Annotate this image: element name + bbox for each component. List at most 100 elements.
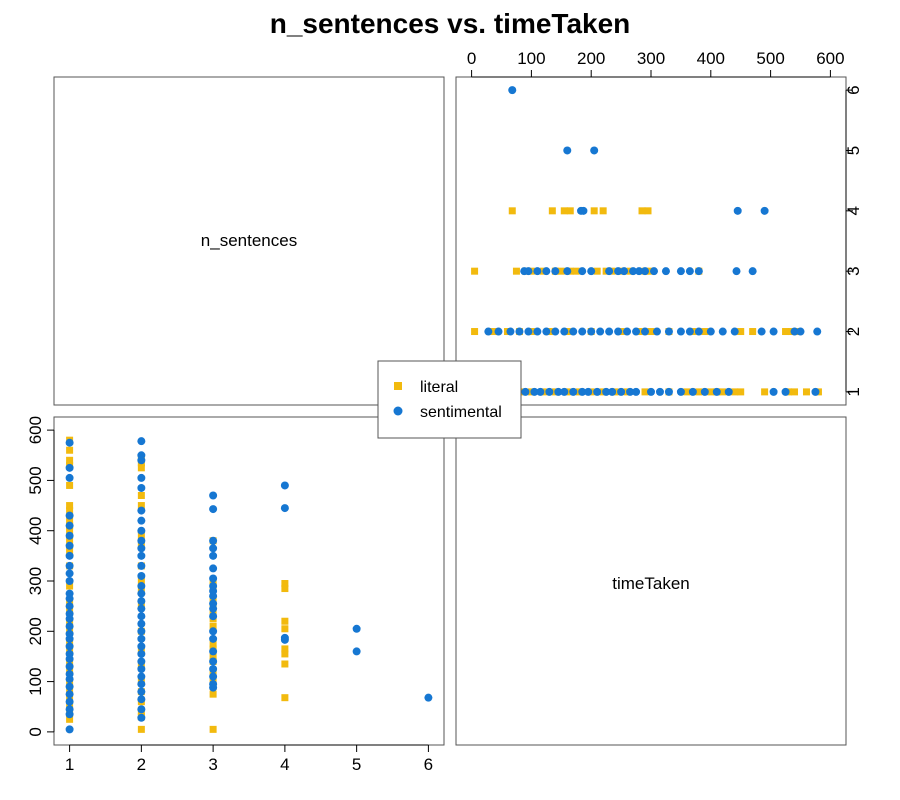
axis-left-tick-label: 100 [26,667,45,695]
data-point-sentimental [209,582,218,591]
diagonal-label-n-sentences: n_sentences [201,231,297,250]
panel-diagonal-n-sentences [53,76,445,406]
axis-left-tick-label: 600 [26,416,45,444]
points-upper-panel [470,86,822,396]
data-point-sentimental [137,642,146,651]
data-point-sentimental [536,387,545,396]
data-point-sentimental [209,634,218,643]
data-point-literal [641,388,649,396]
data-point-literal [137,725,145,733]
data-point-literal [590,207,598,215]
data-point-literal [137,532,145,540]
data-point-sentimental [65,705,74,714]
data-point-sentimental [494,327,503,336]
data-point-sentimental [65,438,74,447]
data-point-sentimental [605,327,614,336]
data-point-sentimental [560,387,569,396]
data-point-sentimental [676,267,685,276]
data-point-literal [137,492,145,500]
data-point-sentimental [578,327,587,336]
data-point-sentimental [563,267,572,276]
data-point-literal [281,585,289,593]
data-point-sentimental [137,695,146,704]
data-point-sentimental [137,672,146,681]
panel-diagonal-time-taken [455,416,847,746]
data-point-literal [66,481,74,489]
data-point-sentimental [551,267,560,276]
data-point-sentimental [65,682,74,691]
data-point-sentimental [65,609,74,618]
axis-right-tick-label: 6 [844,85,863,94]
data-point-literal [209,622,217,630]
data-point-literal [281,645,289,653]
data-point-sentimental [65,541,74,550]
axis-top-tick-label: 0 [467,49,476,68]
data-point-sentimental [65,551,74,560]
data-point-literal [560,207,568,215]
axis-left-tick-label: 500 [26,466,45,494]
data-point-sentimental [137,705,146,714]
data-point-sentimental [641,327,650,336]
data-point-sentimental [664,327,673,336]
data-point-sentimental [614,327,623,336]
data-point-literal [749,328,757,336]
data-point-sentimental [137,604,146,613]
data-point-sentimental [676,387,685,396]
data-point-sentimental [569,327,578,336]
data-point-sentimental [584,387,593,396]
data-point-sentimental [578,387,587,396]
axis-bottom-tick-label: 2 [137,755,146,774]
data-point-sentimental [65,662,74,671]
legend-box [377,360,522,439]
data-point-literal [209,640,217,648]
data-point-sentimental [65,725,74,734]
data-point-sentimental [661,267,670,276]
data-point-literal [638,207,646,215]
data-point-literal [548,207,556,215]
axis-left-tick-label: 200 [26,617,45,645]
legend-label-sentimental: sentimental [420,404,502,421]
data-point-literal [695,388,703,396]
data-point-sentimental [137,526,146,535]
data-point-sentimental [65,670,74,679]
data-point-sentimental [563,146,572,155]
data-point-sentimental [524,327,533,336]
data-point-literal [209,652,217,660]
data-point-sentimental [137,649,146,658]
data-point-sentimental [623,327,632,336]
data-point-literal [644,207,652,215]
data-point-literal [566,207,574,215]
data-point-sentimental [593,387,602,396]
data-point-sentimental [137,657,146,666]
data-point-sentimental [352,647,361,656]
data-point-sentimental [718,327,727,336]
data-point-sentimental [65,511,74,520]
data-point-literal [701,328,709,336]
data-point-sentimental [137,597,146,606]
data-point-sentimental [65,697,74,706]
data-point-sentimental [137,451,146,460]
data-point-literal [281,617,289,625]
data-point-sentimental [796,327,805,336]
data-point-sentimental [533,267,542,276]
data-point-literal [802,388,810,396]
data-point-sentimental [137,665,146,674]
data-point-literal [66,446,74,454]
data-point-sentimental [551,327,560,336]
data-point-sentimental [137,506,146,515]
data-point-sentimental [769,327,778,336]
data-point-sentimental [209,599,218,608]
legend: literal sentimental [377,360,522,439]
points-lower-panel [65,436,433,734]
axis-bottom-tick-label: 1 [65,755,74,774]
axis-right-tick-label: 5 [844,146,863,155]
axis-right-tick-label: 3 [844,266,863,275]
data-point-sentimental [620,267,629,276]
data-point-literal [66,537,74,545]
data-point-sentimental [137,680,146,689]
axis-right-tick-label: 4 [844,206,863,215]
data-point-literal [281,580,289,588]
data-point-sentimental [65,602,74,611]
panel-scatter-upper [455,76,847,406]
axis-left-tick-label: 0 [26,727,45,736]
